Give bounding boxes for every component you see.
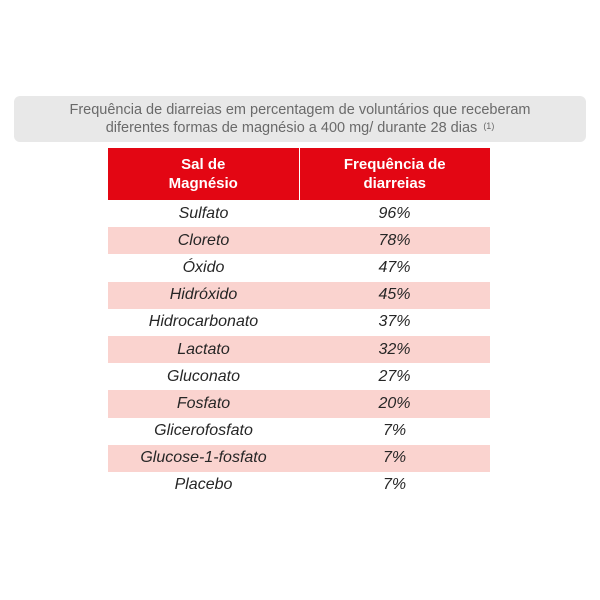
caption-line-2-wrapper: diferentes formas de magnésio a 400 mg/ …: [14, 119, 586, 137]
frequency-cell: 32%: [378, 340, 411, 358]
salt-cell: Sulfato: [178, 204, 229, 222]
magnesium-diarrhea-table: Sal de Magnésio Frequência de diarreias …: [108, 148, 490, 499]
salt-cell: Óxido: [182, 258, 225, 276]
salt-cell: Cloreto: [177, 231, 230, 249]
salt-cell: Glucose-1-fosfato: [140, 449, 267, 467]
table-row: Hidróxido 45%: [108, 281, 490, 309]
table-row: Glucose-1-fosfato 7%: [108, 444, 490, 472]
frequency-cell: 78%: [378, 231, 411, 249]
table-caption: Frequência de diarreias em percentagem d…: [14, 96, 586, 142]
salt-cell: Fosfato: [176, 394, 231, 412]
frequency-cell: 45%: [378, 286, 411, 304]
table-row: Glicerofosfato 7%: [108, 418, 490, 445]
salt-cell: Gluconato: [167, 367, 240, 385]
table-header: Sal de Magnésio Frequência de diarreias: [108, 148, 490, 200]
salt-cell: Hidróxido: [169, 286, 238, 304]
table-row: Cloreto 78%: [108, 227, 490, 255]
frequency-cell: 7%: [382, 449, 407, 467]
frequency-cell: 7%: [382, 422, 407, 440]
table-row: Sulfato 96%: [108, 200, 490, 227]
frequency-cell: 37%: [378, 313, 411, 331]
salt-cell: Lactato: [177, 340, 230, 358]
frequency-cell: 20%: [378, 394, 411, 412]
table-row: Óxido 47%: [108, 254, 490, 281]
caption-line-1: Frequência de diarreias em percentagem d…: [69, 102, 531, 118]
table-body: Sulfato 96% Cloreto 78% Óxido 47% Hidróxido 45%…: [108, 200, 490, 499]
table-row: Gluconato 27%: [108, 363, 490, 390]
frequency-cell: 96%: [378, 204, 411, 222]
header-frequency: Frequência de diarreias: [343, 156, 446, 192]
caption-footnote: (1): [483, 121, 495, 131]
table-row: Fosfato 20%: [108, 390, 490, 418]
frequency-cell: 27%: [378, 367, 411, 385]
table-row: Placebo 7%: [108, 472, 490, 499]
header-salt: Sal de Magnésio: [108, 148, 300, 200]
salt-cell: Glicerofosfato: [154, 422, 253, 440]
salt-cell: Placebo: [174, 476, 233, 494]
salt-cell: Hidrocarbonato: [148, 313, 259, 331]
frequency-cell: 47%: [378, 258, 411, 276]
table-row: Hidrocarbonato 37%: [108, 309, 490, 336]
caption-line-2: diferentes formas de magnésio a 400 mg/ …: [105, 120, 478, 136]
table-row: Lactato 32%: [108, 335, 490, 364]
frequency-cell: 7%: [382, 476, 407, 494]
